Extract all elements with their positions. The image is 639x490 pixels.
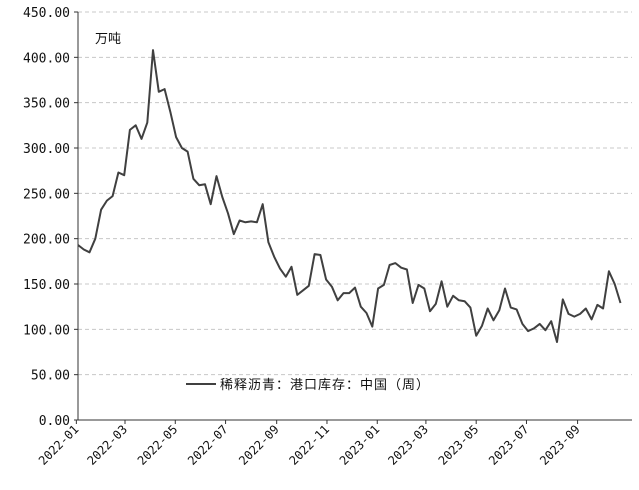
x-tick-label: 2022-11 <box>286 422 332 468</box>
series-line <box>77 49 622 343</box>
y-tick-label: 200.00 <box>23 233 70 248</box>
grid-lines <box>78 11 632 376</box>
y-tick-label: 150.00 <box>23 278 70 293</box>
x-tick-label: 2023-09 <box>537 422 583 468</box>
y-tick-label: 50.00 <box>31 369 70 384</box>
legend-swatch <box>186 382 216 385</box>
y-tick-label: 400.00 <box>23 51 70 66</box>
y-tick-label: 250.00 <box>23 187 70 202</box>
axes: 0.00 50.00 100.00 150.00 200.00 250.00 300.00 3… <box>23 6 632 468</box>
x-tick-label: 2022-05 <box>135 422 181 468</box>
y-tick-label: 350.00 <box>23 97 70 112</box>
y-tick-label: 100.00 <box>23 323 70 338</box>
x-tick-label: 2023-01 <box>337 422 383 468</box>
x-tick-label: 2022-01 <box>36 422 82 468</box>
unit-label: 万吨 <box>95 32 122 47</box>
y-tick-label: 300.00 <box>23 142 70 157</box>
x-tick-label: 2022-07 <box>185 422 231 468</box>
x-tick-label: 2023-03 <box>385 422 431 468</box>
x-tick-label: 2022-03 <box>84 422 130 468</box>
legend: 稀释沥青：港口库存：中国（周） <box>186 374 430 393</box>
legend-label: 稀释沥青：港口库存：中国（周） <box>220 378 431 393</box>
x-tick-label: 2023-05 <box>436 422 482 468</box>
y-tick-label: 450.00 <box>23 6 70 21</box>
x-tick-label: 2022-09 <box>236 422 282 468</box>
y-tick-label: 0.00 <box>39 414 70 429</box>
plot-area <box>77 49 622 343</box>
x-tick-label: 2023-07 <box>486 422 532 468</box>
